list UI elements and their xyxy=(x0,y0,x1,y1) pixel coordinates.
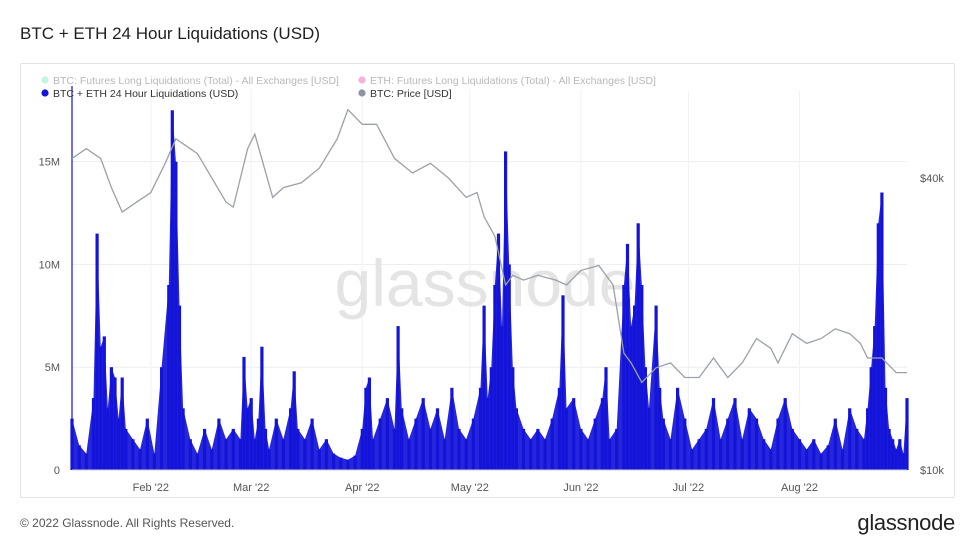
page-title: BTC + ETH 24 Hour Liquidations (USD) xyxy=(20,24,320,43)
legend-item[interactable]: BTC + ETH 24 Hour Liquidations (USD) xyxy=(41,88,238,100)
copyright-text: © 2022 Glassnode. All Rights Reserved. xyxy=(20,516,235,530)
y-left-tick-label: 5M xyxy=(45,362,60,374)
brand-logo-text: glassnode xyxy=(857,510,955,535)
liquidation-area xyxy=(72,110,907,471)
y-left-tick-label: 15M xyxy=(39,157,60,169)
y-left-tick-label: 10M xyxy=(39,259,60,271)
legend-label: BTC: Futures Long Liquidations (Total) -… xyxy=(53,75,339,87)
btc-price-line xyxy=(71,108,907,384)
x-tick-label: Apr '22 xyxy=(345,482,380,494)
legend-item[interactable]: BTC: Price [USD] xyxy=(358,88,452,100)
legend-dot-icon xyxy=(41,89,49,97)
legend-dot-icon xyxy=(358,89,366,97)
axes: Feb '22 Mar '22 Apr '22 May '22 Jun '22 Jul '… xyxy=(39,157,945,494)
y-right-tick-label: $10k xyxy=(920,465,944,477)
x-tick-label: Jun '22 xyxy=(563,482,598,494)
grid-lines xyxy=(72,90,907,471)
legend-item[interactable]: ETH: Futures Long Liquidations (Total) -… xyxy=(358,75,656,87)
legend-label: BTC: Price [USD] xyxy=(370,88,452,100)
legend-label: BTC + ETH 24 Hour Liquidations (USD) xyxy=(53,88,238,100)
price-line-group xyxy=(71,108,907,384)
legend-dot-icon xyxy=(41,76,49,84)
x-tick-label: Feb '22 xyxy=(133,482,169,494)
legend-label: ETH: Futures Long Liquidations (Total) -… xyxy=(370,75,656,87)
legend: BTC: Futures Long Liquidations (Total) -… xyxy=(41,75,656,100)
liquidation-bars xyxy=(70,86,909,471)
chart-frame xyxy=(20,63,955,498)
x-tick-label: Mar '22 xyxy=(233,482,269,494)
x-tick-label: May '22 xyxy=(451,482,489,494)
y-left-tick-label: 0 xyxy=(54,465,60,477)
x-tick-label: Jul '22 xyxy=(673,482,704,494)
legend-item[interactable]: BTC: Futures Long Liquidations (Total) -… xyxy=(41,75,339,87)
y-right-tick-label: $40k xyxy=(920,173,944,185)
legend-dot-icon xyxy=(358,76,366,84)
x-tick-label: Aug '22 xyxy=(781,482,818,494)
